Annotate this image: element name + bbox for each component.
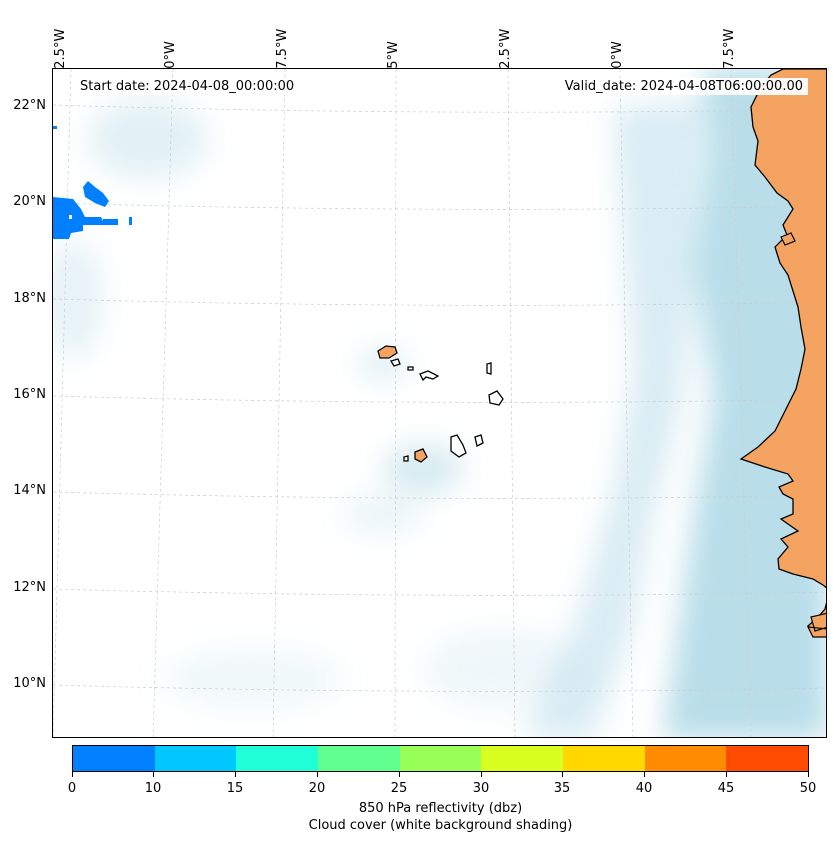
colorbar-tick-label: 25 [390, 781, 408, 796]
colorbar-segment [399, 746, 482, 771]
colorbar-tick [317, 772, 318, 777]
colorbar-sublabel: Cloud cover (white background shading) [308, 818, 573, 833]
colorbar-segment [318, 746, 400, 771]
reflectivity-blob [129, 217, 132, 225]
map-panel: Start date: 2024-04-08_00:00:00 Valid_da… [52, 68, 827, 738]
lat-label: 14°N [13, 483, 46, 498]
colorbar-tick [644, 772, 645, 777]
colorbar-tick-label: 45 [717, 781, 735, 796]
colorbar [72, 745, 809, 772]
colorbar-tick-label: 20 [308, 781, 326, 796]
colorbar-tick-label: 35 [553, 781, 571, 796]
reflectivity-blob [69, 215, 72, 219]
cloud-patch-northwest [88, 99, 208, 179]
colorbar-tick [235, 772, 236, 777]
island-brava [403, 455, 409, 462]
island-sal [486, 362, 492, 375]
colorbar-segment [726, 746, 809, 771]
lat-label: 12°N [13, 580, 46, 595]
colorbar-tick [72, 772, 73, 777]
lat-label: 22°N [13, 98, 46, 113]
lat-label: 20°N [13, 194, 46, 209]
cloud-patch-southcentral [423, 629, 583, 709]
colorbar-tick-label: 50 [799, 781, 817, 796]
africa-coast-notch [780, 232, 796, 246]
reflectivity-blob [83, 181, 109, 207]
colorbar-tick-label: 30 [472, 781, 490, 796]
colorbar-tick [562, 772, 563, 777]
colorbar-tick-label: 15 [226, 781, 244, 796]
colorbar-tick-label: 0 [67, 781, 77, 796]
colorbar-segment [154, 746, 237, 771]
cloud-patch-south [343, 494, 423, 534]
island-fogo [414, 448, 428, 463]
island-boa-vista [488, 390, 504, 406]
valid-date-label: Valid_date: 2024-04-08T06:00:00.00 [559, 78, 808, 95]
lat-label: 10°N [13, 676, 46, 691]
reflectivity-blob [53, 126, 57, 129]
cloud-cover-layer [53, 69, 826, 737]
gridlines [53, 69, 826, 737]
colorbar-tick [153, 772, 154, 777]
colorbar-segment [236, 746, 319, 771]
island-santa-luzia [407, 366, 414, 371]
cape-verde-islands [377, 345, 504, 463]
reflectivity-blob [53, 197, 105, 239]
colorbar-tick [481, 772, 482, 777]
colorbar-segment [563, 746, 645, 771]
island-sao-nicolau [419, 370, 440, 382]
island-santo-antao [377, 345, 398, 359]
colorbar-segment [644, 746, 727, 771]
reflectivity-layer [53, 126, 132, 239]
colorbar-tick-label: 40 [635, 781, 653, 796]
cloud-patch-southwest [163, 649, 343, 709]
colorbar-tick-label: 10 [144, 781, 162, 796]
cloud-patch-islands [383, 444, 463, 494]
island-santiago [450, 434, 467, 458]
start-date-label: Start date: 2024-04-08_00:00:00 [75, 78, 300, 95]
reflectivity-blob [103, 219, 118, 225]
colorbar-segment [481, 746, 564, 771]
colorbar-label: 850 hPa reflectivity (dbz) [358, 801, 523, 816]
island-sao-vicente [390, 358, 401, 367]
africa-coastline [739, 69, 826, 636]
cloud-band-east-light [523, 99, 703, 737]
colorbar-segment [73, 746, 155, 771]
lat-label: 18°N [13, 291, 46, 306]
africa-islands-south [806, 612, 826, 638]
colorbar-tick [808, 772, 809, 777]
lat-label: 16°N [13, 387, 46, 402]
colorbar-tick [726, 772, 727, 777]
island-maio [474, 434, 484, 447]
map-canvas [53, 69, 826, 737]
colorbar-tick [399, 772, 400, 777]
